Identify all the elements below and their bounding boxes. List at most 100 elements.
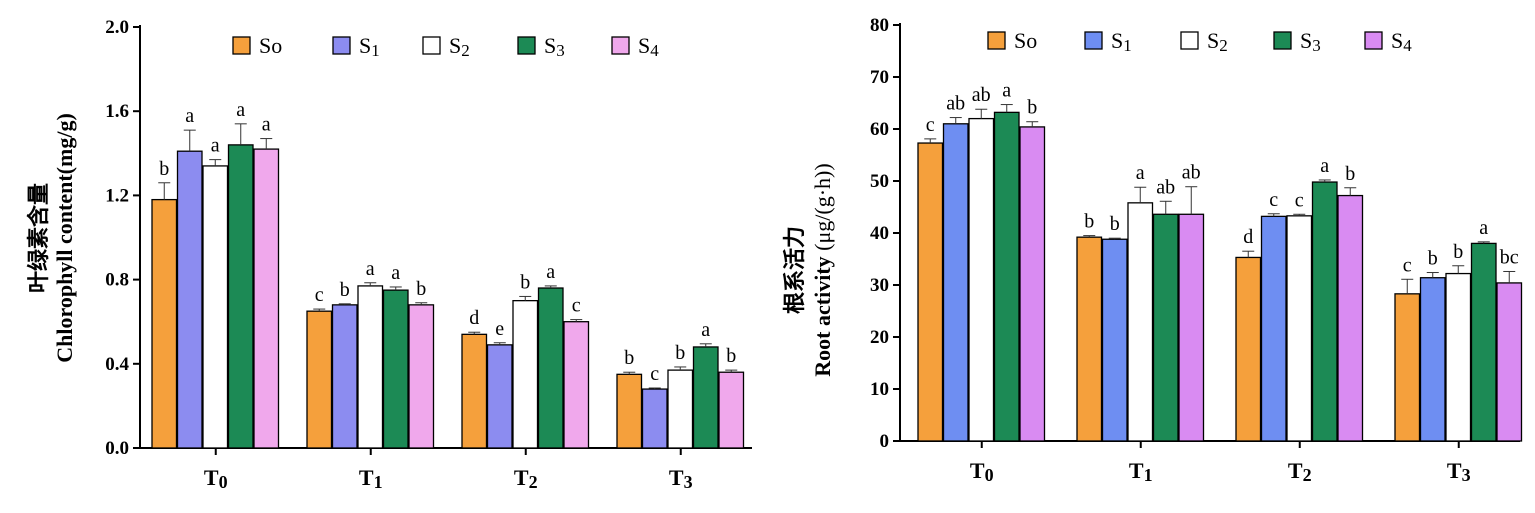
significance-letter: b <box>1345 163 1355 185</box>
legend-label-s3: S3 <box>544 33 565 60</box>
legend-label-s2: S2 <box>1207 28 1228 55</box>
significance-letter: b <box>624 347 634 369</box>
significance-letter: c <box>1403 254 1412 276</box>
legend-label-s3: S3 <box>1300 28 1321 55</box>
bar-s1-t3 <box>1419 277 1446 442</box>
y-tick-label: 50 <box>870 171 889 192</box>
legend-label-s1: S1 <box>1111 28 1132 55</box>
significance-letter: b <box>159 158 169 180</box>
bar-s4-t0 <box>253 148 280 449</box>
significance-letter: b <box>1428 248 1438 270</box>
bar-s3-t0 <box>227 144 254 449</box>
bar-s1-t1 <box>331 304 358 449</box>
significance-letter: d <box>469 307 479 329</box>
legend-label-so: So <box>259 33 282 58</box>
significance-letter: ab <box>972 84 991 106</box>
bar-s4-t0 <box>1019 126 1046 442</box>
y-tick-label: 0.4 <box>105 354 129 375</box>
y-tick-label: 60 <box>870 119 889 140</box>
bar-s2-t1 <box>357 285 384 449</box>
legend-label-s1: S1 <box>359 33 380 60</box>
bar-s1-t2 <box>486 344 513 449</box>
bar-s3-t1 <box>382 289 409 449</box>
bar-s2-t0 <box>202 165 229 449</box>
y-axis-unit: (μg/(g·h)) <box>810 163 835 251</box>
bar-s0-t2 <box>1235 256 1262 442</box>
y-tick-label: 2.0 <box>105 17 129 38</box>
y-axis-title-group: 叶绿素含量 Chlorophyll content(mg/g) <box>26 113 77 363</box>
significance-letter: b <box>416 278 426 300</box>
legend-label-s4: S4 <box>1391 28 1412 55</box>
legend-label-s2: S2 <box>449 33 470 60</box>
x-tick-label-t2: T2 <box>514 465 538 492</box>
y-tick-label: 0.8 <box>105 270 129 291</box>
y-tick-label: 1.6 <box>105 101 129 122</box>
legend-label-s4: S4 <box>638 33 659 60</box>
bar-s3-t3 <box>692 346 719 449</box>
significance-letter: bc <box>1500 246 1519 268</box>
x-tick-label-t2: T2 <box>1288 458 1312 485</box>
significance-letter: a <box>701 319 710 341</box>
significance-letter: d <box>1243 226 1253 248</box>
bar-s4-t3 <box>1496 282 1523 442</box>
significance-letter: b <box>1084 211 1094 233</box>
bar-s4-t3 <box>718 371 745 449</box>
bar-s1-t0 <box>942 123 969 442</box>
significance-letter: c <box>926 114 935 136</box>
bar-s2-t3 <box>1445 272 1472 442</box>
significance-letter: a <box>366 258 375 280</box>
bar-s3-t1 <box>1152 213 1179 442</box>
x-tick-label-t1: T1 <box>1129 458 1153 485</box>
bar-s2-t3 <box>667 369 694 449</box>
significance-letter: ab <box>1156 176 1175 198</box>
significance-letter: b <box>1110 213 1120 235</box>
x-tick-label-t3: T3 <box>669 465 693 492</box>
legend-swatch-s3 <box>517 36 536 55</box>
significance-letter: a <box>262 114 271 136</box>
legend-swatch-s2 <box>422 36 441 55</box>
x-tick-label-t0: T0 <box>204 465 228 492</box>
y-axis-title-chinese: 叶绿素含量 <box>26 183 51 293</box>
x-tick-label-t3: T3 <box>1447 458 1471 485</box>
legend-swatch-s0 <box>987 31 1006 50</box>
y-tick-label: 0.0 <box>105 438 129 459</box>
bar-s4-t2 <box>1337 194 1364 442</box>
significance-letter: b <box>1453 241 1463 263</box>
significance-letter: a <box>1002 80 1011 102</box>
bar-s3-t0 <box>993 111 1020 442</box>
significance-letter: c <box>572 295 581 317</box>
significance-letter: a <box>1320 155 1329 177</box>
bar-s2-t0 <box>968 117 995 442</box>
significance-letter: c <box>1295 189 1304 211</box>
bar-s0-t3 <box>1394 293 1421 442</box>
y-axis-title-group: 根系活力 Root activity (μg/(g·h)) <box>782 163 835 376</box>
significance-letter: b <box>675 342 685 364</box>
y-tick-label: 40 <box>870 223 889 244</box>
y-tick-label: 80 <box>870 15 889 36</box>
y-tick-label: 10 <box>870 379 889 400</box>
bar-s0-t1 <box>1076 236 1103 442</box>
y-tick-label: 30 <box>870 275 889 296</box>
significance-letter: b <box>520 271 530 293</box>
significance-letter: a <box>211 135 220 157</box>
bar-s1-t2 <box>1260 215 1287 442</box>
bar-s3-t3 <box>1470 242 1497 442</box>
significance-letter: b <box>340 279 350 301</box>
legend-swatch-s4 <box>1364 31 1383 50</box>
legend-swatch-s0 <box>232 36 251 55</box>
significance-letter: c <box>650 363 659 385</box>
bar-s1-t3 <box>641 388 668 449</box>
y-tick-label: 70 <box>870 67 889 88</box>
x-tick-label-t1: T1 <box>359 465 383 492</box>
bar-s4-t1 <box>1178 213 1205 442</box>
y-axis-title: Root activity (μg/(g·h)) <box>810 163 835 376</box>
significance-letter: a <box>1136 162 1145 184</box>
legend-swatch-s4 <box>611 36 630 55</box>
significance-letter: a <box>391 262 400 284</box>
significance-letter: b <box>726 345 736 367</box>
bar-s2-t1 <box>1127 202 1154 442</box>
bar-s0-t0 <box>151 198 178 449</box>
bar-s0-t3 <box>616 373 643 449</box>
